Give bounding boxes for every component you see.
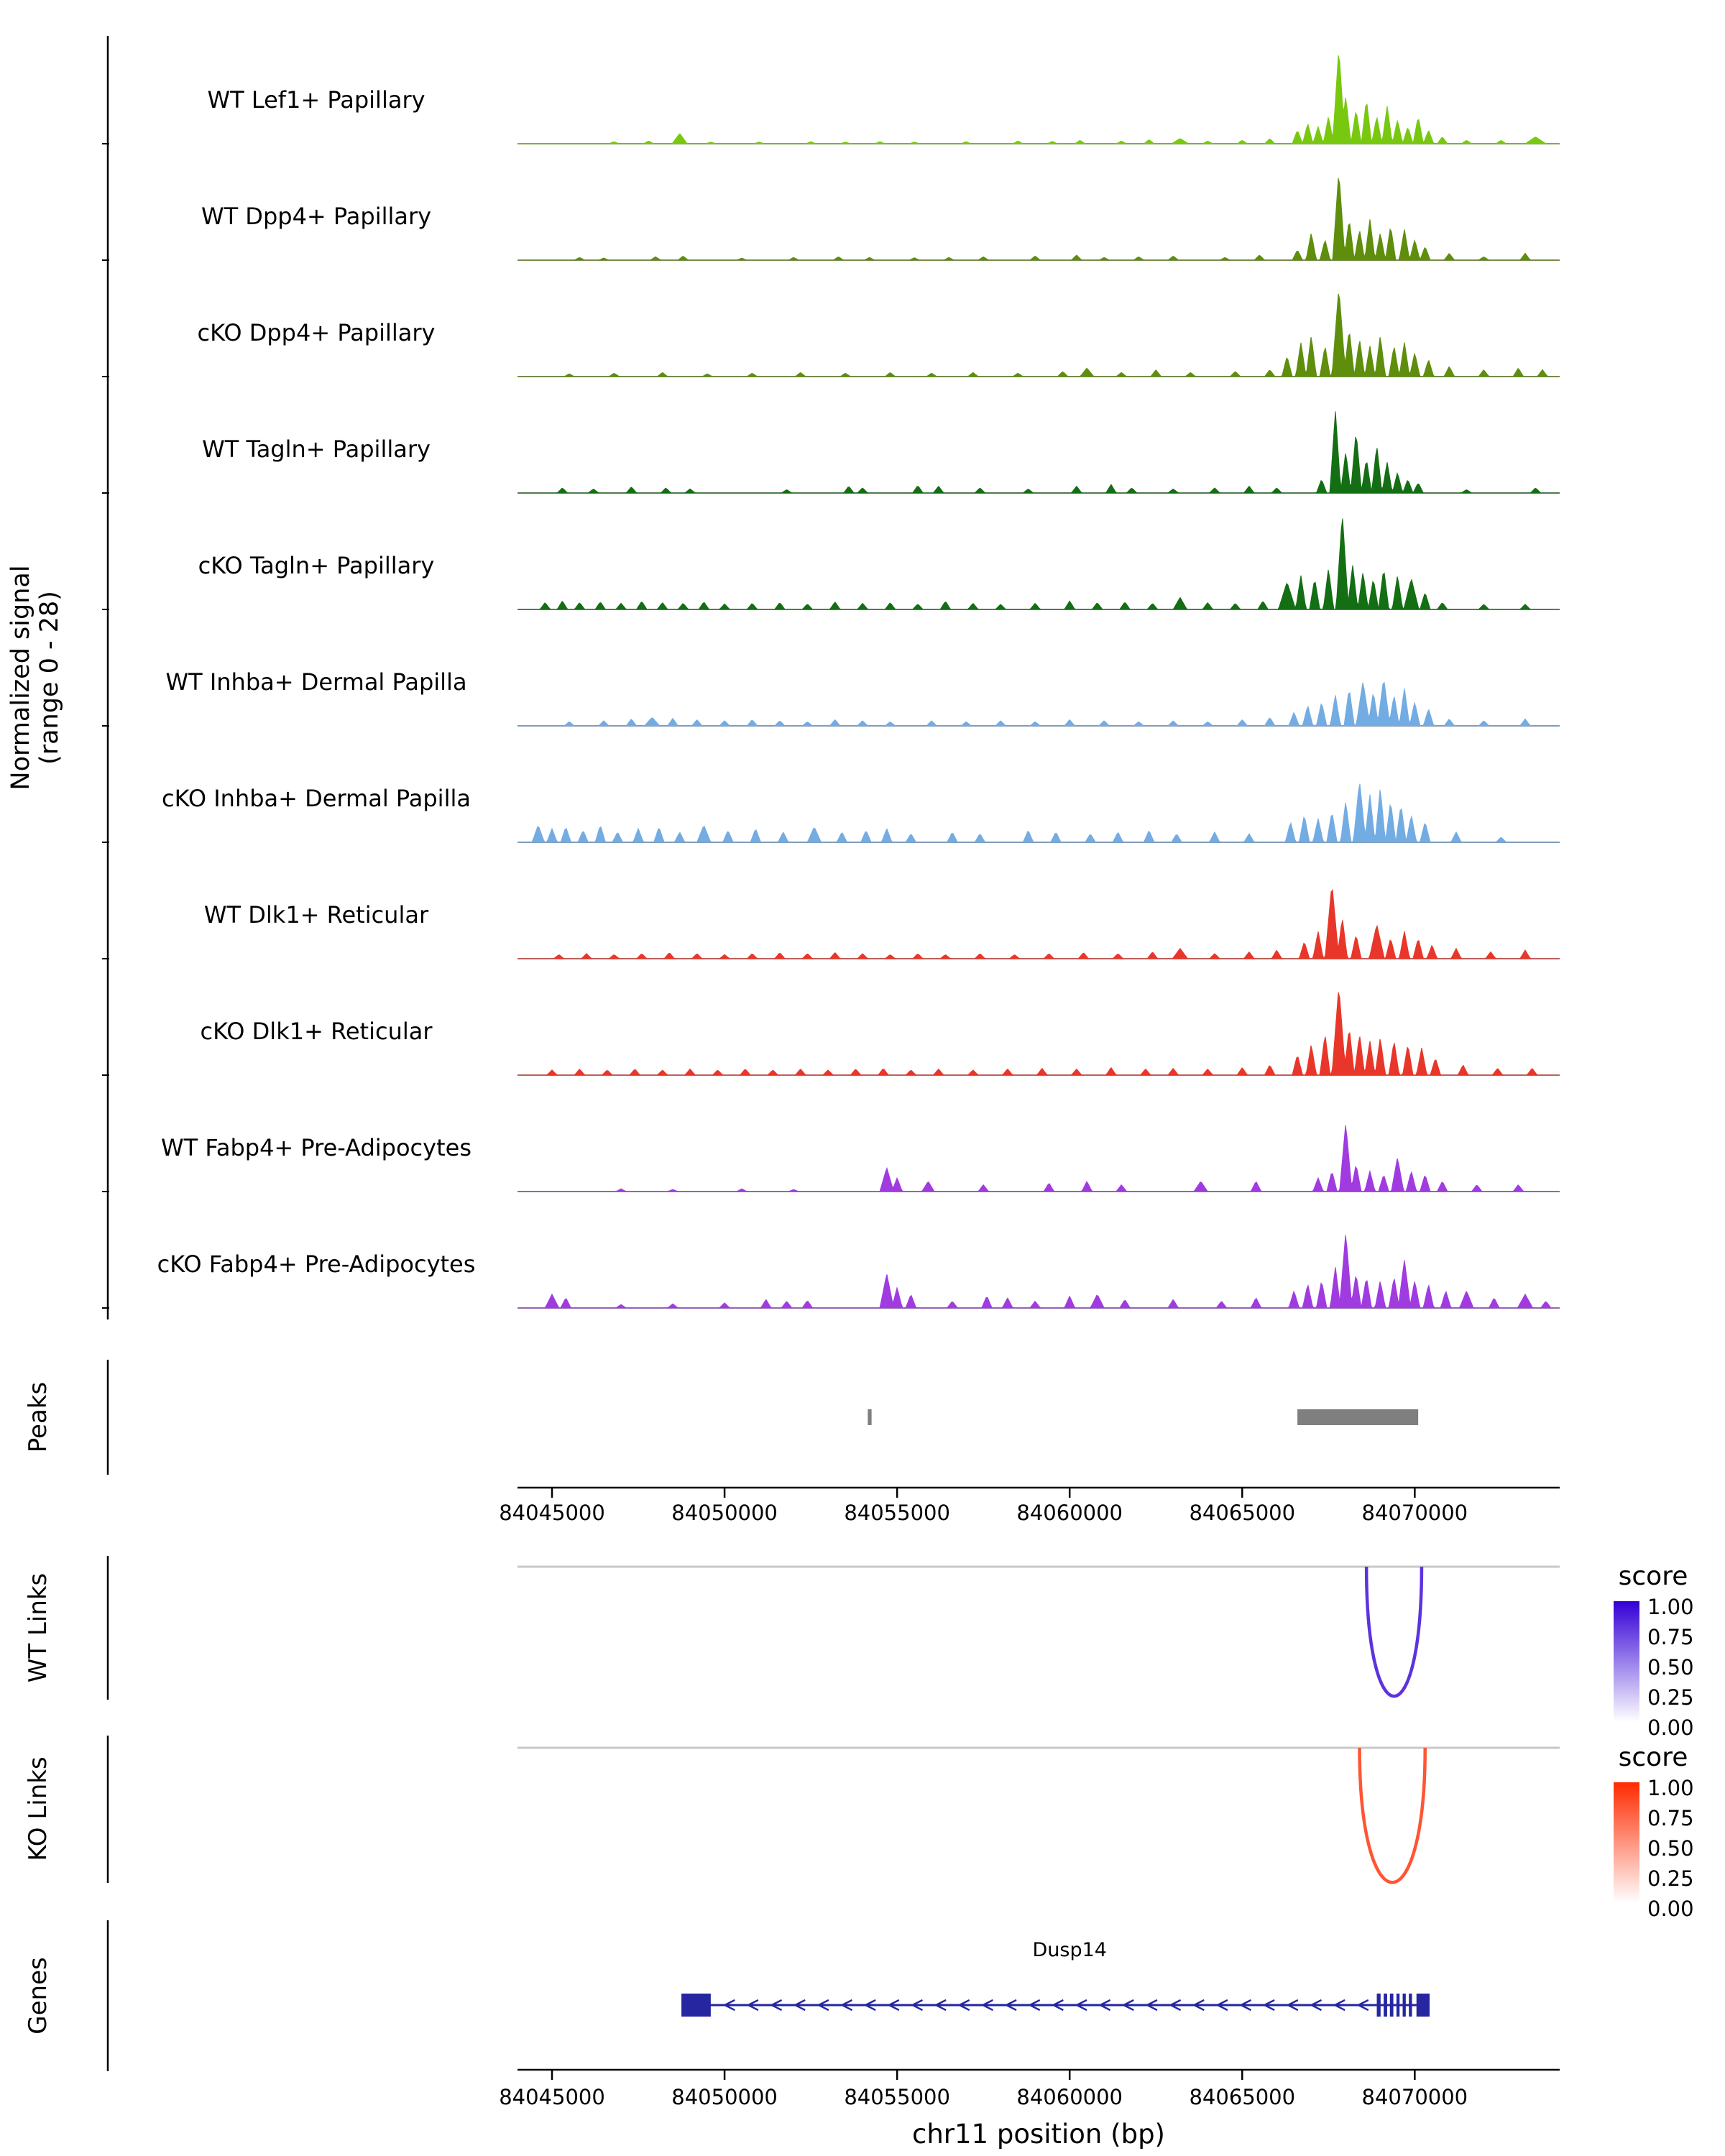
- strand-arrow-left-icon: [980, 1999, 993, 2012]
- strand-arrow-left-icon: [957, 1999, 970, 2012]
- legend-tick-label: 0.00: [1647, 1715, 1694, 1740]
- gene-exon: [1389, 1994, 1394, 2017]
- legend-tick-label: 0.25: [1647, 1685, 1694, 1710]
- track-label: WT Tagln+ Papillary: [202, 436, 431, 463]
- legend-tick-label: 0.25: [1647, 1866, 1694, 1891]
- strand-arrow-left-icon: [1121, 1999, 1134, 2012]
- track-signal-1: [518, 178, 1560, 261]
- section-label: KO Links: [24, 1756, 52, 1861]
- section-label: Genes: [24, 1957, 52, 2034]
- section-label: WT Links: [24, 1573, 52, 1683]
- strand-arrow-left-icon: [769, 1999, 783, 2012]
- strand-arrow-left-icon: [1286, 1999, 1299, 2012]
- strand-arrow-left-icon: [1004, 1999, 1017, 2012]
- legend-tick-label: 0.75: [1647, 1625, 1694, 1649]
- x-tick-label: 84060000: [1016, 1501, 1123, 1525]
- y-axis-range-label: (range 0 - 28): [35, 591, 64, 765]
- x-tick-label: 84055000: [844, 1501, 950, 1525]
- legend-gradient-bar: [1614, 1601, 1639, 1722]
- track-signal-5: [518, 681, 1560, 727]
- legend-tick-label: 0.75: [1647, 1806, 1694, 1830]
- track-label: WT Dlk1+ Reticular: [204, 901, 429, 929]
- legend-tick-label: 1.00: [1647, 1776, 1694, 1800]
- gene-exon: [1376, 1994, 1381, 2017]
- strand-arrow-left-icon: [1356, 1999, 1369, 2012]
- strand-arrow-left-icon: [1238, 1999, 1252, 2012]
- x-tick-label: 84050000: [671, 2085, 778, 2109]
- gene-exon: [1384, 1994, 1387, 2017]
- gene-name-label: Dusp14: [1032, 1939, 1106, 1961]
- x-tick-label: 84050000: [671, 1501, 778, 1525]
- x-tick-label: 84065000: [1189, 2085, 1295, 2109]
- track-signal-7: [518, 889, 1560, 960]
- legend-title: score: [1619, 1562, 1688, 1591]
- legend-tick-label: 0.50: [1647, 1655, 1694, 1680]
- wt-link-arc: [1364, 1566, 1424, 1698]
- strand-arrow-left-icon: [816, 1999, 829, 2012]
- track-label: cKO Dlk1+ Reticular: [200, 1018, 433, 1045]
- x-tick-label: 84055000: [844, 2085, 950, 2109]
- strand-arrow-left-icon: [840, 1999, 853, 2012]
- strand-arrow-left-icon: [1192, 1999, 1205, 2012]
- strand-arrow-left-icon: [1262, 1999, 1275, 2012]
- strand-arrow-left-icon: [887, 1999, 900, 2012]
- x-axis-title: chr11 position (bp): [912, 2119, 1165, 2150]
- track-label: cKO Inhba+ Dermal Papilla: [162, 785, 471, 812]
- track-label: WT Dpp4+ Papillary: [201, 203, 431, 230]
- gene-exon: [1396, 1994, 1400, 2017]
- ko-link-arc: [1358, 1747, 1427, 1884]
- x-tick-label: 84070000: [1362, 2085, 1468, 2109]
- x-tick-label: 84070000: [1362, 1501, 1468, 1525]
- track-label: cKO Fabp4+ Pre-Adipocytes: [157, 1250, 476, 1278]
- strand-arrow-left-icon: [1098, 1999, 1111, 2012]
- strand-arrow-left-icon: [1309, 1999, 1322, 2012]
- legend-title: score: [1619, 1743, 1688, 1772]
- strand-arrow-left-icon: [722, 1999, 735, 2012]
- track-label: WT Fabp4+ Pre-Adipocytes: [161, 1134, 472, 1161]
- strand-arrow-left-icon: [1145, 1999, 1158, 2012]
- track-label: WT Inhba+ Dermal Papilla: [165, 668, 466, 696]
- gene-exon: [1416, 1994, 1430, 2017]
- gene-exon: [681, 1994, 711, 2017]
- section-label: Peaks: [24, 1382, 52, 1452]
- legend-tick-label: 0.00: [1647, 1897, 1694, 1921]
- x-tick-label: 84065000: [1189, 1501, 1295, 1525]
- legend-tick-label: 0.50: [1647, 1836, 1694, 1861]
- y-axis-label: Normalized signal: [6, 565, 35, 790]
- track-signal-6: [518, 783, 1560, 843]
- strand-arrow-left-icon: [1333, 1999, 1346, 2012]
- strand-arrow-left-icon: [934, 1999, 947, 2012]
- strand-arrow-left-icon: [746, 1999, 759, 2012]
- x-tick-label: 84060000: [1016, 2085, 1123, 2109]
- track-signal-10: [518, 1235, 1560, 1309]
- strand-arrow-left-icon: [863, 1999, 876, 2012]
- peak-interval: [868, 1409, 872, 1425]
- track-signal-2: [518, 293, 1560, 378]
- track-signal-0: [518, 55, 1560, 144]
- strand-arrow-left-icon: [1075, 1999, 1087, 2012]
- strand-arrow-left-icon: [1215, 1999, 1228, 2012]
- track-label: cKO Dpp4+ Papillary: [198, 319, 436, 346]
- strand-arrow-left-icon: [1028, 1999, 1041, 2012]
- x-tick-label: 84045000: [499, 1501, 605, 1525]
- strand-arrow-left-icon: [1051, 1999, 1064, 2012]
- gene-exon: [1409, 1994, 1412, 2017]
- strand-arrow-left-icon: [1168, 1999, 1182, 2012]
- track-signal-9: [518, 1125, 1560, 1192]
- peak-interval: [1297, 1409, 1419, 1425]
- track-signal-8: [518, 992, 1560, 1077]
- x-tick-label: 84045000: [499, 2085, 605, 2109]
- gene-exon: [1402, 1994, 1406, 2017]
- track-signal-4: [518, 518, 1560, 611]
- track-signal-3: [518, 411, 1560, 494]
- track-label: cKO Tagln+ Papillary: [198, 552, 435, 579]
- strand-arrow-left-icon: [793, 1999, 806, 2012]
- track-label: WT Lef1+ Papillary: [207, 86, 425, 114]
- strand-arrow-left-icon: [910, 1999, 924, 2012]
- legend-tick-label: 1.00: [1647, 1595, 1694, 1619]
- legend-gradient-bar: [1614, 1782, 1639, 1903]
